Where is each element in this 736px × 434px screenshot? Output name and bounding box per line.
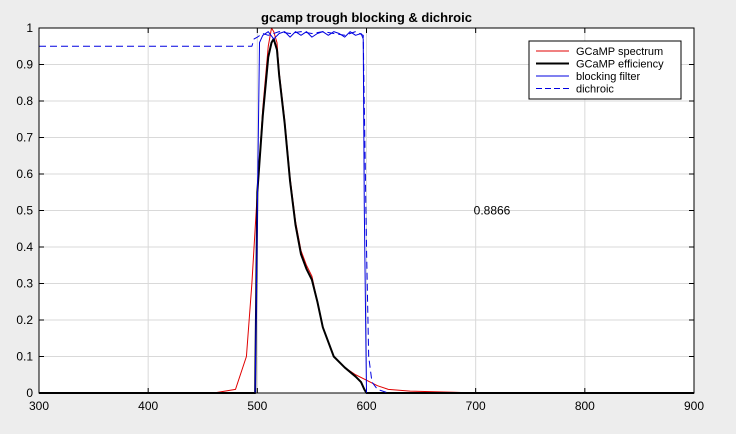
y-tick-label: 0.6 <box>16 167 33 181</box>
series-line-gcamp-efficiency <box>39 37 694 394</box>
x-tick-label: 600 <box>356 399 376 413</box>
y-tick-label: 0.4 <box>16 240 33 254</box>
x-tick-label: 500 <box>247 399 267 413</box>
y-tick-label: 1 <box>26 21 33 35</box>
legend-label: dichroic <box>576 84 614 96</box>
x-tick-label: 700 <box>466 399 486 413</box>
series-group <box>39 27 694 394</box>
series-line-dichroic <box>39 31 694 394</box>
chart-title: gcamp trough blocking & dichroic <box>261 10 472 25</box>
x-tick-label: 400 <box>138 399 158 413</box>
y-tick-label: 0.2 <box>16 313 33 327</box>
x-tick-label: 800 <box>575 399 595 413</box>
y-tick-label: 0 <box>26 386 33 400</box>
plot-frame <box>38 27 695 394</box>
legend-label: GCaMP efficiency <box>576 59 664 71</box>
annotation-text: 0.8866 <box>474 204 511 218</box>
x-tick-label: 900 <box>684 399 704 413</box>
legend-label: blocking filter <box>576 71 641 83</box>
y-tick-label: 0.1 <box>16 350 33 364</box>
y-tick-label: 0.8 <box>16 94 33 108</box>
x-tick-label: 300 <box>29 399 49 413</box>
y-tick-label: 0.7 <box>16 131 33 145</box>
legend-label: GCaMP spectrum <box>576 46 663 58</box>
y-tick-label: 0.9 <box>16 58 33 72</box>
y-tick-label: 0.3 <box>16 277 33 291</box>
y-tick-label: 0.5 <box>16 204 33 218</box>
